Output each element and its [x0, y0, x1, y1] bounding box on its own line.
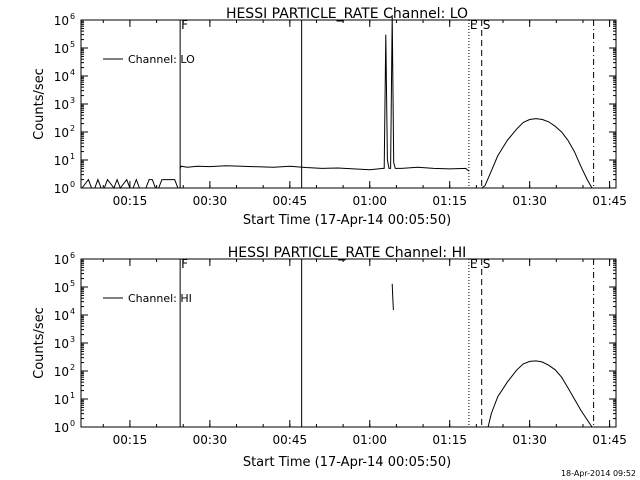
x-axis-label: Start Time (17-Apr-14 00:05:50)	[243, 213, 451, 228]
data-line	[481, 118, 593, 189]
y-tick-label: 10	[54, 337, 69, 351]
x-tick-label: 01:45	[592, 433, 627, 447]
y-tick-exponent: 6	[70, 12, 75, 21]
y-tick-label: 10	[54, 14, 69, 28]
x-tick-label: 00:30	[193, 194, 228, 208]
chart-title: HESSI PARTICLE_RATE Channel: LO	[226, 6, 468, 22]
y-tick-exponent: 4	[70, 307, 75, 316]
y-tick-exponent: 4	[70, 68, 75, 77]
y-tick-label: 10	[54, 154, 69, 168]
x-tick-label: 00:15	[113, 194, 148, 208]
y-tick-exponent: 0	[70, 180, 75, 189]
plot-frame	[80, 19, 617, 189]
x-tick-label: 01:15	[432, 194, 467, 208]
y-tick-label: 10	[54, 42, 69, 56]
plot-frame	[80, 258, 617, 428]
x-tick-label: 01:00	[352, 433, 387, 447]
x-tick-label: 00:30	[193, 433, 228, 447]
y-tick-label: 10	[54, 421, 69, 435]
x-tick-label: 00:15	[113, 433, 148, 447]
y-tick-exponent: 1	[70, 391, 75, 400]
legend: Channel: HI	[103, 292, 192, 305]
y-tick-label: 10	[54, 309, 69, 323]
chart-title: HESSI PARTICLE_RATE Channel: HI	[228, 245, 466, 261]
data-line	[487, 360, 593, 428]
data-line	[391, 283, 394, 311]
y-tick-label: 10	[54, 126, 69, 140]
data-layer	[81, 15, 593, 190]
y-tick-label: 10	[54, 182, 69, 196]
y-tick-label: 10	[54, 281, 69, 295]
x-tick-label: 00:45	[273, 194, 308, 208]
y-axis-label: Counts/sec	[32, 68, 47, 140]
x-tick-label: 01:15	[432, 433, 467, 447]
x-axis-label: Start Time (17-Apr-14 00:05:50)	[243, 455, 451, 470]
y-tick-label: 10	[54, 365, 69, 379]
y-tick-label: 10	[54, 253, 69, 267]
y-tick-exponent: 1	[70, 152, 75, 161]
x-tick-label: 01:00	[352, 194, 387, 208]
y-tick-exponent: 0	[70, 419, 75, 428]
marker-label: E	[470, 257, 478, 271]
marker-label: S	[483, 257, 491, 271]
x-tick-label: 01:45	[592, 194, 627, 208]
y-tick-exponent: 3	[70, 335, 75, 344]
marker-label: F	[181, 257, 188, 271]
legend: Channel: LO	[103, 53, 195, 66]
y-tick-label: 10	[54, 393, 69, 407]
marker-label: S	[483, 18, 491, 32]
y-tick-exponent: 6	[70, 251, 75, 260]
y-tick-exponent: 3	[70, 96, 75, 105]
data-layer	[391, 283, 593, 428]
data-line	[81, 178, 180, 190]
x-tick-label: 01:30	[512, 433, 547, 447]
x-tick-label: 00:45	[273, 433, 308, 447]
marker-label: F	[181, 18, 188, 32]
x-tick-label: 01:30	[512, 194, 547, 208]
y-tick-label: 10	[54, 98, 69, 112]
y-axis-label: Counts/sec	[32, 307, 47, 379]
marker-label: E	[470, 18, 478, 32]
data-line	[179, 15, 470, 172]
legend-label: Channel: LO	[128, 53, 195, 66]
legend-label: Channel: HI	[128, 292, 192, 305]
y-tick-exponent: 5	[70, 279, 75, 288]
y-tick-label: 10	[54, 70, 69, 84]
footer-timestamp: 18-Apr-2014 09:52	[561, 469, 636, 478]
y-tick-exponent: 2	[70, 363, 75, 372]
y-tick-exponent: 2	[70, 124, 75, 133]
y-tick-exponent: 5	[70, 40, 75, 49]
